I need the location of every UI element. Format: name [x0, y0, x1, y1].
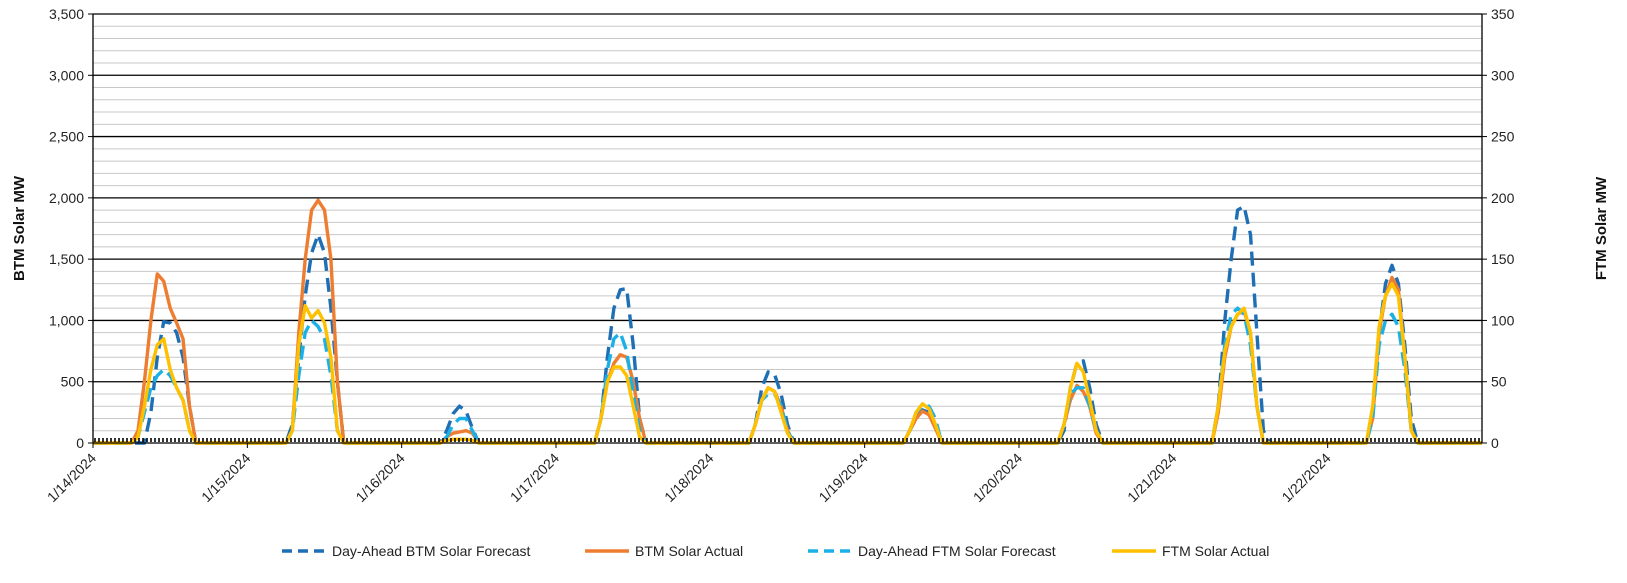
left-tick-label: 3,000 — [49, 67, 84, 83]
x-tick-label: 1/17/2024 — [507, 450, 563, 506]
left-tick-label: 2,000 — [49, 190, 84, 206]
right-tick-label: 300 — [1491, 67, 1515, 83]
x-tick-label: 1/16/2024 — [352, 450, 408, 506]
right-tick-label: 250 — [1491, 129, 1515, 145]
legend-label-2: Day-Ahead FTM Solar Forecast — [858, 543, 1056, 559]
right-tick-label: 0 — [1491, 435, 1499, 451]
right-tick-label: 100 — [1491, 312, 1515, 328]
baseline-dots — [94, 438, 1480, 442]
series-line-3 — [93, 282, 1482, 445]
left-tick-label: 0 — [76, 435, 84, 451]
x-tick-label: 1/22/2024 — [1278, 450, 1334, 506]
legend-label-3: FTM Solar Actual — [1162, 543, 1269, 559]
legend-label-0: Day-Ahead BTM Solar Forecast — [332, 543, 531, 559]
y2-axis-title: FTM Solar MW — [1593, 176, 1610, 280]
left-tick-label: 1,000 — [49, 312, 84, 328]
left-tick-label: 2,500 — [49, 129, 84, 145]
plot-series — [93, 198, 1482, 445]
left-tick-label: 500 — [61, 374, 85, 390]
left-tick-label: 1,500 — [49, 251, 84, 267]
x-tick-label: 1/20/2024 — [970, 450, 1026, 506]
x-tick-label: 1/18/2024 — [661, 450, 717, 506]
x-tick-label: 1/14/2024 — [44, 450, 100, 506]
legend: Day-Ahead BTM Solar Forecast BTM Solar Ac… — [282, 543, 1269, 559]
legend-label-1: BTM Solar Actual — [635, 543, 743, 559]
left-tick-label: 3,500 — [49, 6, 84, 22]
x-tick-label: 1/19/2024 — [815, 450, 871, 506]
right-tick-label: 200 — [1491, 190, 1515, 206]
x-tick-label: 1/21/2024 — [1124, 450, 1180, 506]
y-axis-title: BTM Solar MW — [11, 175, 28, 281]
right-tick-label: 50 — [1491, 374, 1507, 390]
x-tick-label: 1/15/2024 — [198, 450, 254, 506]
right-tick-label: 150 — [1491, 251, 1515, 267]
right-tick-label: 350 — [1491, 6, 1515, 22]
